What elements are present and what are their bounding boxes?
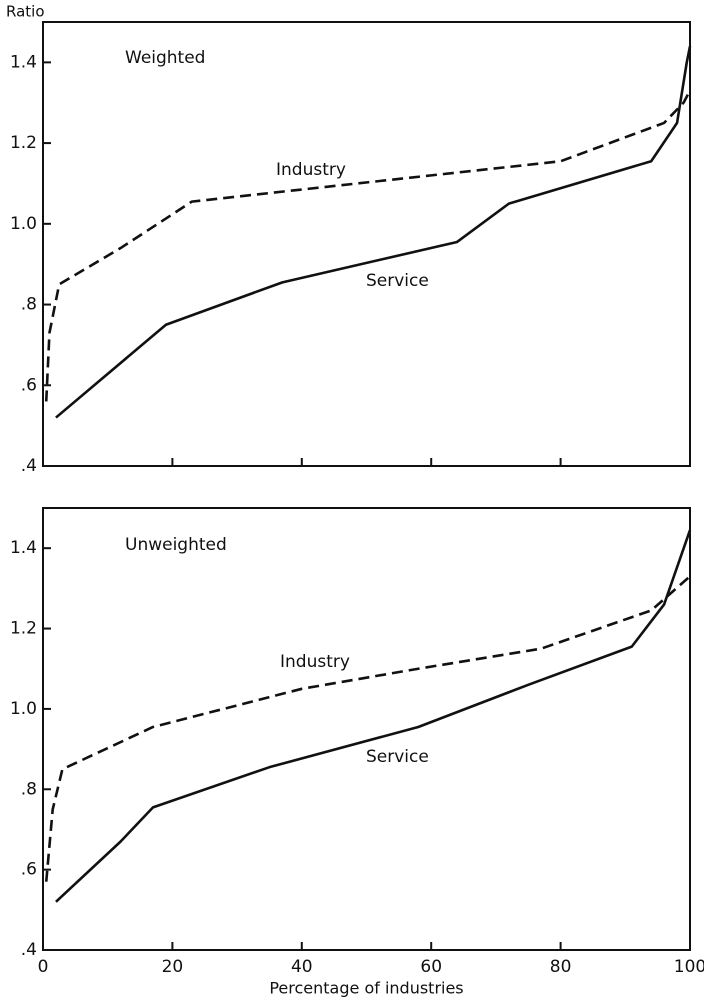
series-label: Industry <box>280 652 350 672</box>
x-tick-label: 20 <box>162 957 184 977</box>
panel-title: Unweighted <box>125 535 227 555</box>
x-axis-label: Percentage of industries <box>269 979 463 998</box>
y-tick-label: .4 <box>21 456 37 476</box>
y-tick-label: .6 <box>21 860 37 880</box>
y-tick-label: 1.4 <box>10 52 37 72</box>
y-axis-label: Ratio <box>6 3 45 21</box>
plot-frame <box>42 507 691 951</box>
y-tick-label: 1.4 <box>10 538 37 558</box>
plot-frame <box>42 21 691 467</box>
series-line <box>55 529 692 903</box>
series-label: Service <box>366 747 429 767</box>
x-tick-label: 100 <box>674 957 704 977</box>
x-tick-label: 60 <box>420 957 442 977</box>
y-tick-label: 1.0 <box>10 699 37 719</box>
y-tick-label: .6 <box>21 375 37 395</box>
x-tick-label: 0 <box>38 957 49 977</box>
series-line <box>44 90 692 402</box>
x-tick-label: 80 <box>550 957 572 977</box>
y-tick-label: 1.0 <box>10 214 37 234</box>
y-tick-label: .8 <box>21 779 37 799</box>
series-label: Service <box>366 271 429 291</box>
panel-title: Weighted <box>125 48 205 68</box>
series-label: Industry <box>276 160 346 180</box>
series-line <box>44 575 691 882</box>
y-tick-label: .4 <box>21 940 37 960</box>
y-tick-label: .8 <box>21 295 37 315</box>
y-tick-label: 1.2 <box>10 133 37 153</box>
x-tick-label: 40 <box>291 957 313 977</box>
series-line <box>55 45 692 419</box>
y-tick-label: 1.2 <box>10 619 37 639</box>
